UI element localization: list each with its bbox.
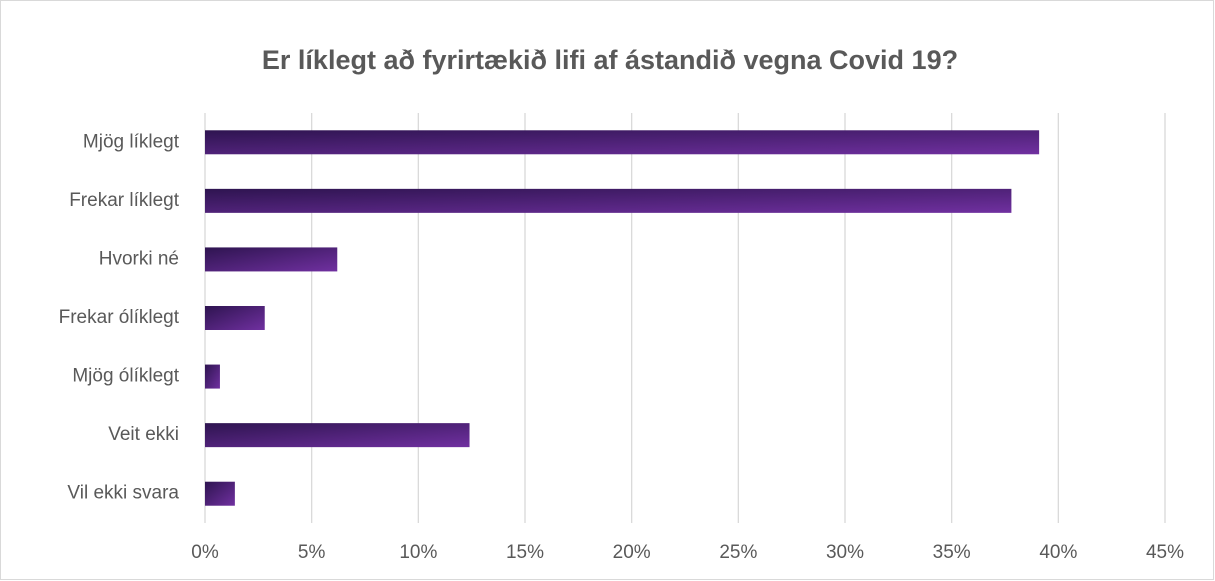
bar <box>205 247 338 272</box>
y-tick-label: Mjög líklegt <box>83 131 180 152</box>
chart-title: Er líklegt að fyrirtækið lifi af ástandi… <box>262 45 958 75</box>
y-tick-label: Vil ekki svara <box>67 483 179 504</box>
x-tick-label: 15% <box>506 542 544 563</box>
x-tick-label: 20% <box>613 542 651 563</box>
bar <box>205 423 470 448</box>
y-tick-label: Hvorki né <box>99 248 179 269</box>
x-tick-label: 45% <box>1146 542 1184 563</box>
y-tick-label: Veit ekki <box>108 424 179 445</box>
x-tick-label: 25% <box>719 542 757 563</box>
bar <box>205 130 1040 155</box>
x-tick-label: 30% <box>826 542 864 563</box>
y-tick-label: Frekar ólíklegt <box>59 307 180 328</box>
x-tick-label: 35% <box>933 542 971 563</box>
y-tick-label: Mjög ólíklegt <box>72 366 179 387</box>
x-tick-label: 40% <box>1039 542 1077 563</box>
x-tick-label: 10% <box>399 542 437 563</box>
bar <box>205 188 1012 213</box>
bar <box>205 481 235 506</box>
y-tick-label: Frekar líklegt <box>69 190 180 211</box>
x-tick-label: 0% <box>191 542 219 563</box>
x-tick-label: 5% <box>298 542 326 563</box>
bar <box>205 306 265 330</box>
bar <box>205 364 220 389</box>
